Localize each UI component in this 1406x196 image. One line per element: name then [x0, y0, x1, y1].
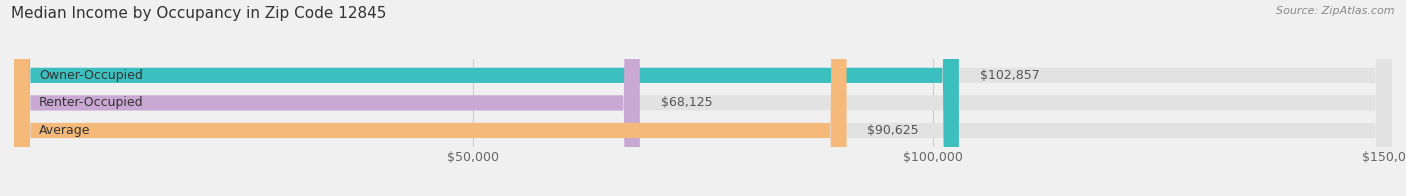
FancyBboxPatch shape	[14, 0, 1392, 196]
FancyBboxPatch shape	[14, 0, 640, 196]
FancyBboxPatch shape	[14, 0, 1392, 196]
FancyBboxPatch shape	[14, 0, 846, 196]
Text: Owner-Occupied: Owner-Occupied	[39, 69, 143, 82]
Text: $68,125: $68,125	[661, 96, 713, 109]
FancyBboxPatch shape	[14, 0, 959, 196]
Text: Median Income by Occupancy in Zip Code 12845: Median Income by Occupancy in Zip Code 1…	[11, 6, 387, 21]
FancyBboxPatch shape	[14, 0, 1392, 196]
Text: Average: Average	[39, 124, 90, 137]
Text: Source: ZipAtlas.com: Source: ZipAtlas.com	[1277, 6, 1395, 16]
Text: Renter-Occupied: Renter-Occupied	[39, 96, 143, 109]
Text: $102,857: $102,857	[980, 69, 1039, 82]
Text: $90,625: $90,625	[868, 124, 920, 137]
